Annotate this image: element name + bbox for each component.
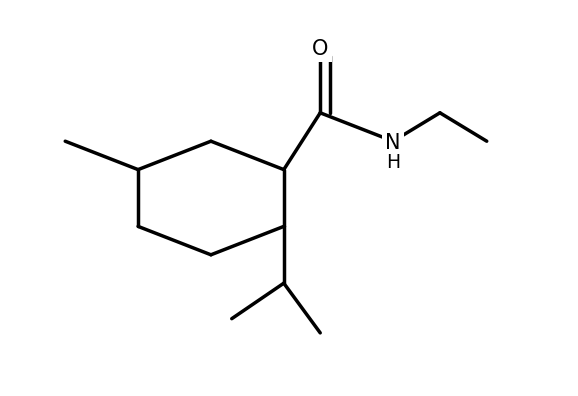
Text: H: H [386, 153, 400, 172]
Text: N: N [386, 133, 401, 153]
Text: O: O [312, 39, 328, 59]
